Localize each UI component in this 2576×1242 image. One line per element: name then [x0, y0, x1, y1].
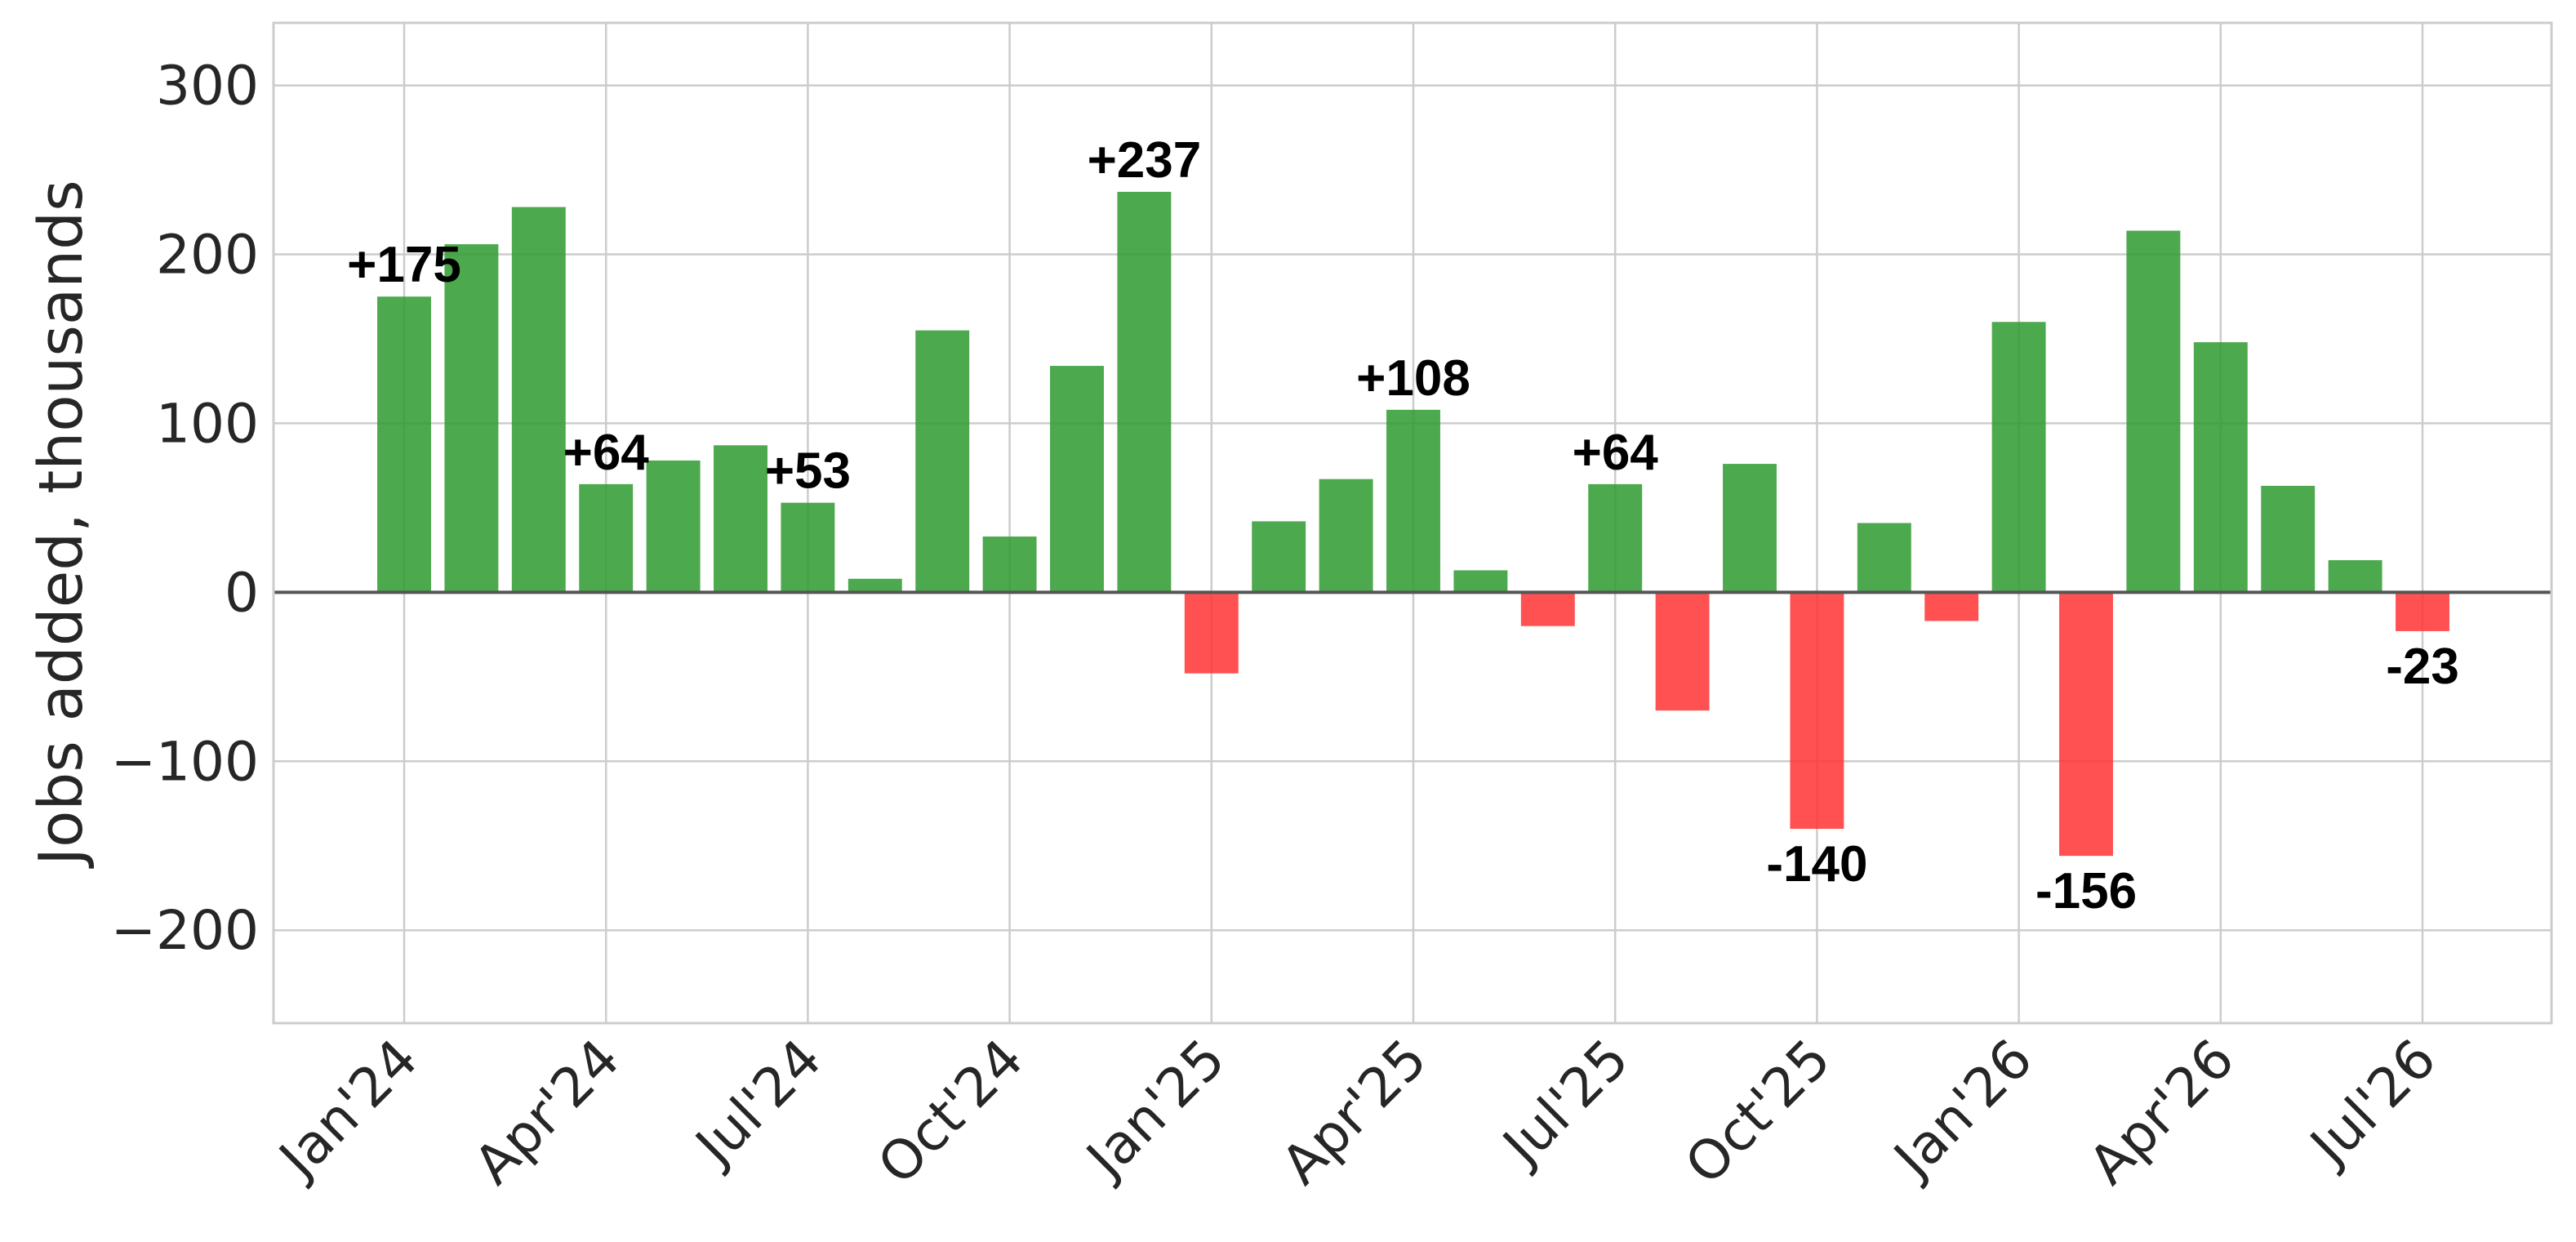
- data-labels: +175 +64 +53 +237 +108 +64 -140 -156 -23: [347, 132, 2459, 919]
- bar: [2261, 485, 2316, 593]
- bar: [444, 244, 499, 593]
- bar: [2193, 342, 2248, 593]
- bar: [781, 502, 835, 593]
- bar: [982, 536, 1037, 593]
- x-tick-label: Oct'25: [1673, 1027, 1842, 1196]
- bar: [1319, 479, 1373, 593]
- x-tick-label: Jan'24: [265, 1027, 429, 1191]
- bar: [2126, 230, 2181, 593]
- x-tick-label: Apr'24: [462, 1027, 631, 1196]
- x-tick-label: Apr'26: [2077, 1027, 2246, 1196]
- bar: [1520, 592, 1575, 626]
- bar: [1453, 570, 1508, 593]
- x-tick-label: Jul'24: [682, 1027, 834, 1179]
- x-tick-label: Jul'26: [2297, 1027, 2449, 1179]
- x-tick-label: Apr'25: [1270, 1027, 1439, 1196]
- bar: [1857, 523, 1911, 593]
- bar: [2059, 592, 2113, 857]
- data-label: +108: [1356, 350, 1470, 407]
- bars: [377, 191, 2449, 857]
- y-axis-title: Jobs added, thousands: [26, 180, 96, 868]
- data-label: +53: [765, 443, 851, 500]
- bar: [1588, 483, 1643, 593]
- y-tick-label: −200: [111, 899, 259, 962]
- y-tick-label: −100: [111, 730, 259, 793]
- data-label: +64: [563, 425, 650, 481]
- bar: [915, 330, 970, 593]
- bar: [1184, 592, 1239, 674]
- y-tick-label: 0: [225, 561, 259, 624]
- data-label: -23: [2386, 639, 2459, 695]
- bar: [646, 460, 701, 593]
- x-tick-label: Oct'24: [866, 1027, 1035, 1196]
- data-label: -140: [1766, 836, 1867, 893]
- y-tick-label: 200: [156, 223, 259, 286]
- y-tick-label: 300: [156, 55, 259, 118]
- data-label: -156: [2035, 863, 2137, 919]
- plot-frame: [272, 21, 2553, 1025]
- bar: [1924, 592, 1979, 621]
- data-label: +64: [1573, 425, 1659, 481]
- bar: [377, 296, 431, 593]
- bar: [1050, 366, 1104, 593]
- bar: [714, 445, 767, 593]
- data-label: +237: [1088, 132, 1202, 189]
- bar: [579, 483, 634, 593]
- bar: [1655, 592, 1710, 711]
- bar: [2328, 560, 2382, 593]
- bar: [511, 207, 566, 593]
- data-label: +175: [347, 237, 461, 293]
- bar: [1252, 521, 1306, 593]
- bar: [1723, 464, 1777, 593]
- x-tick-labels: Jan'24 Apr'24 Jul'24 Oct'24 Jan'25 Apr'25 Jul'…: [265, 1027, 2448, 1196]
- y-tick-label: 100: [156, 392, 259, 455]
- bar: [1386, 409, 1440, 593]
- x-tick-label: Jan'25: [1073, 1027, 1237, 1191]
- bar: [848, 578, 902, 593]
- x-tick-label: Jul'25: [1489, 1027, 1641, 1179]
- bar: [1790, 592, 1844, 830]
- bar: [2396, 592, 2449, 631]
- x-tick-label: Jan'26: [1880, 1027, 2044, 1191]
- bar: [1117, 191, 1172, 593]
- bar: [1991, 322, 2046, 593]
- y-tick-labels: −200 −100 0 100 200 300: [111, 55, 259, 963]
